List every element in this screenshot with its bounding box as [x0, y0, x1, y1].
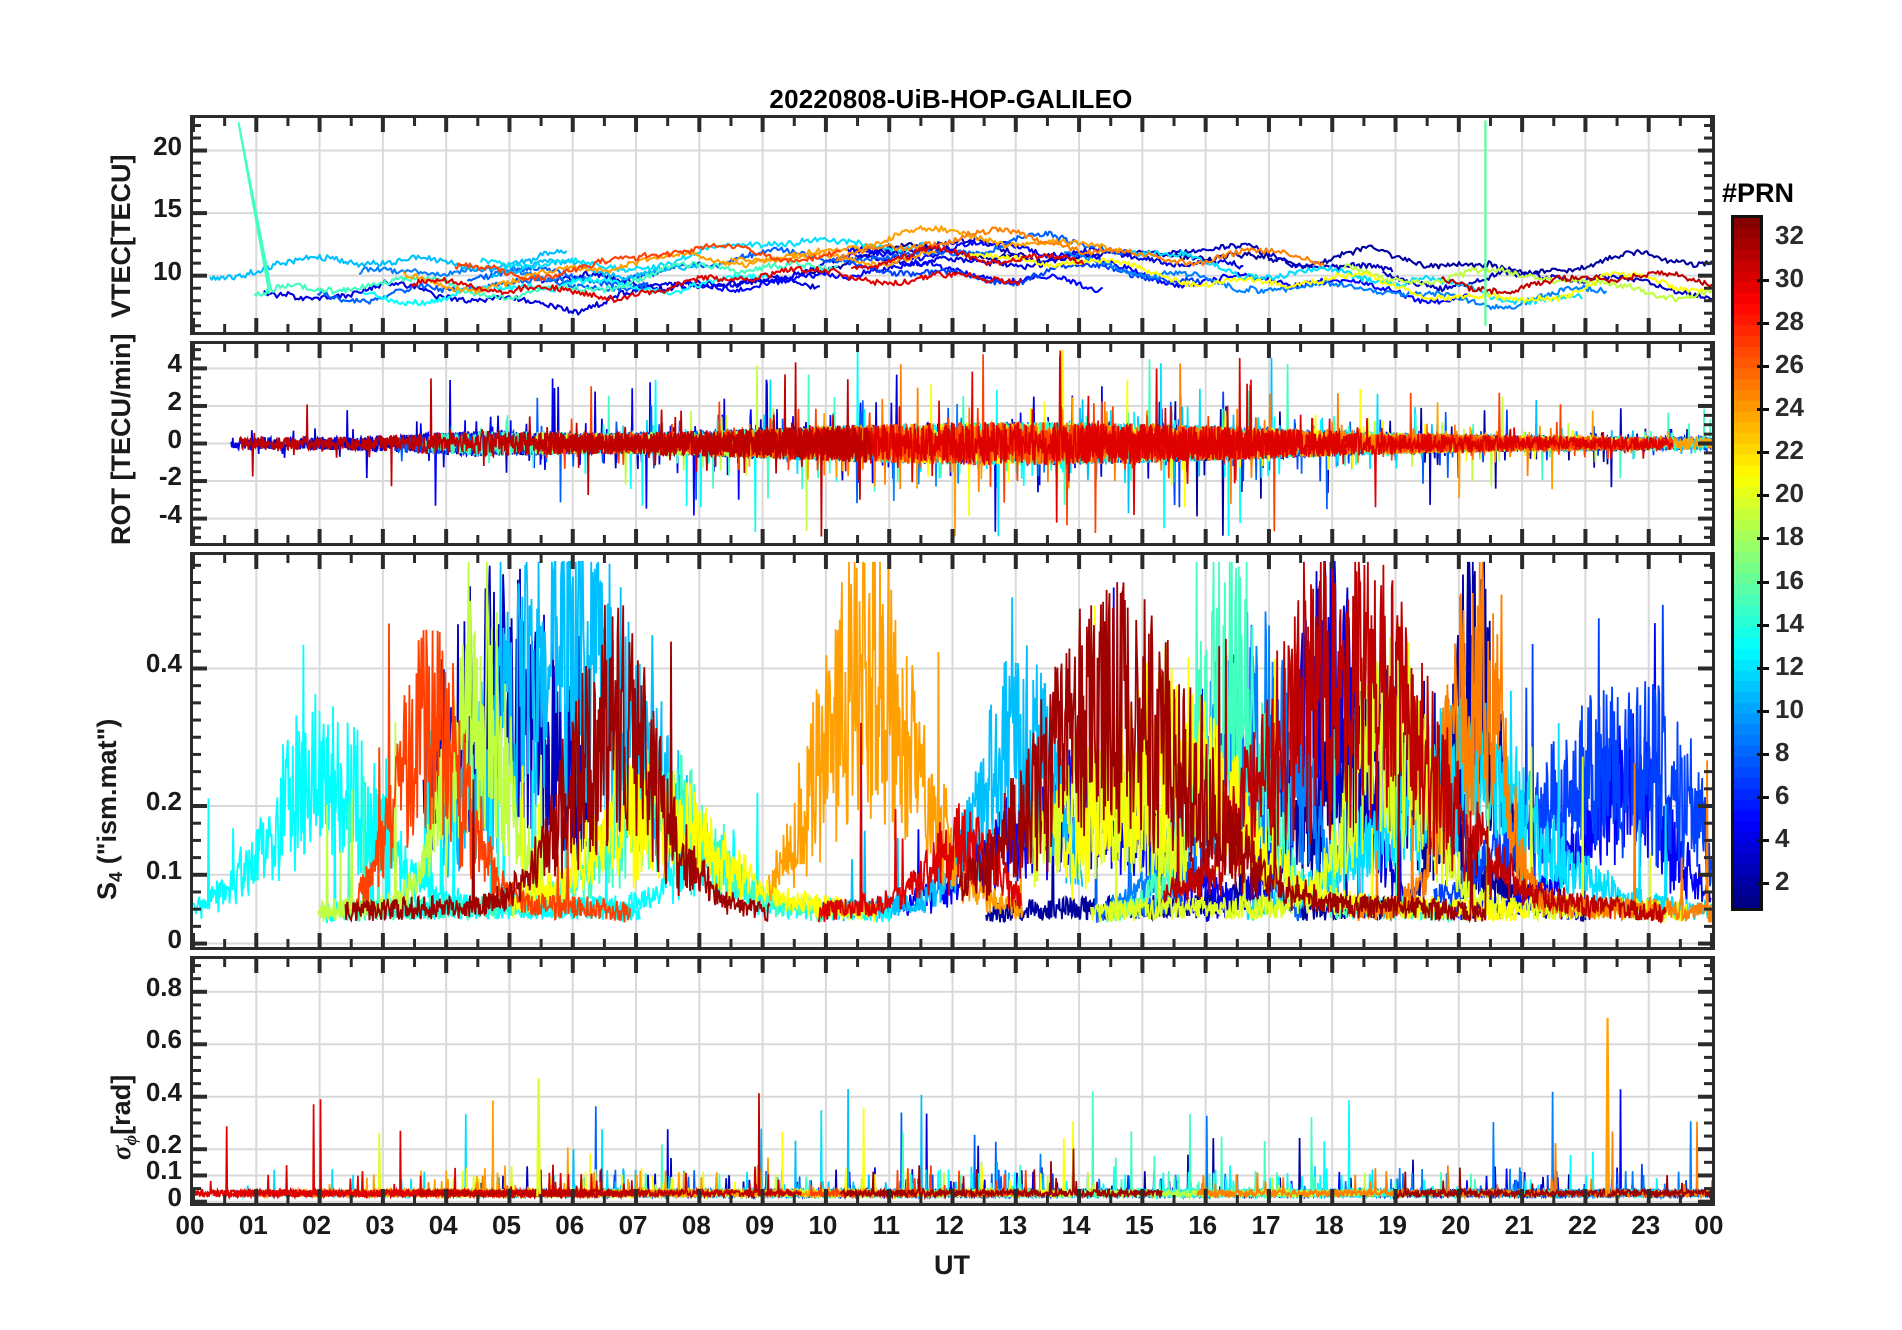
y-tick-label: 10 [153, 255, 182, 286]
colorbar-tick-label: 16 [1775, 564, 1804, 595]
x-axis-label: UT [934, 1250, 970, 1280]
colorbar-tick-label: 32 [1775, 219, 1804, 250]
x-tick-label: 08 [681, 1210, 711, 1240]
colorbar-title: #PRN [1722, 178, 1795, 208]
y-tick-label: 0 [167, 423, 182, 454]
colorbar-tick-mark [1757, 494, 1769, 498]
y-tick-label: 4 [167, 348, 182, 379]
colorbar-tick-mark [1757, 451, 1769, 455]
x-tick-label: 00 [175, 1210, 205, 1240]
y-tick-label: 0.2 [145, 1129, 182, 1160]
y-tick-label: -4 [158, 498, 182, 529]
colorbar-tick-label: 10 [1775, 693, 1804, 724]
colorbar-tick-mark [1757, 709, 1769, 713]
panel-vtec-ylabel: VTEC[TECU] [106, 154, 136, 319]
y-tick-label: 0 [167, 923, 182, 954]
colorbar-tick-label: 2 [1775, 866, 1790, 897]
y-tick-label: 20 [153, 130, 182, 161]
colorbar-tick-label: 20 [1775, 478, 1804, 509]
y-tick-label: 0.8 [145, 971, 182, 1002]
x-tick-label: 13 [998, 1210, 1028, 1240]
y-tick-label: 0.1 [145, 1155, 182, 1186]
y-tick-label: 2 [167, 385, 182, 416]
colorbar-tick-label: 30 [1775, 262, 1804, 293]
x-tick-label: 20 [1441, 1210, 1471, 1240]
y-tick-label: 0.4 [145, 648, 182, 679]
x-tick-label: 09 [745, 1210, 775, 1240]
panel-sigmaphi [190, 956, 1715, 1206]
x-tick-label: 01 [238, 1210, 268, 1240]
x-tick-label: 06 [555, 1210, 585, 1240]
colorbar-tick-label: 14 [1775, 607, 1804, 638]
x-tick-label: 11 [872, 1210, 900, 1240]
colorbar-tick-mark [1757, 623, 1769, 627]
panel-rot [190, 341, 1715, 546]
panel-vtec [190, 115, 1715, 335]
x-tick-label: 19 [1378, 1210, 1407, 1240]
x-tick-label: 12 [935, 1210, 964, 1240]
colorbar-tick-label: 22 [1775, 435, 1804, 466]
panel-s4 [190, 552, 1715, 950]
colorbar-tick-mark [1757, 882, 1769, 886]
x-tick-label: 14 [1061, 1210, 1091, 1240]
x-tick-label: 23 [1631, 1210, 1661, 1240]
y-tick-label: 0.1 [145, 854, 182, 885]
x-tick-label: 22 [1567, 1210, 1597, 1240]
x-tick-label: 03 [365, 1210, 395, 1240]
x-tick-label: 18 [1314, 1210, 1344, 1240]
colorbar[interactable] [1731, 215, 1763, 911]
y-tick-label: 0 [167, 1181, 182, 1212]
colorbar-tick-label: 28 [1775, 305, 1804, 336]
colorbar-tick-label: 18 [1775, 521, 1804, 552]
colorbar-tick-mark [1757, 796, 1769, 800]
figure-title: 20220808-UiB-HOP-GALILEO [769, 84, 1133, 114]
x-tick-label: 15 [1124, 1210, 1154, 1240]
x-tick-label: 16 [1188, 1210, 1218, 1240]
x-tick-label: 07 [618, 1210, 648, 1240]
colorbar-tick-label: 6 [1775, 780, 1790, 811]
x-tick-label: 17 [1251, 1210, 1281, 1240]
colorbar-tick-label: 24 [1775, 392, 1804, 423]
x-tick-label: 05 [491, 1210, 521, 1240]
colorbar-tick-label: 26 [1775, 348, 1804, 379]
x-tick-label: 10 [808, 1210, 838, 1240]
y-tick-label: -2 [158, 461, 182, 492]
colorbar-tick-mark [1757, 580, 1769, 584]
x-tick-label: 00 [1694, 1210, 1724, 1240]
y-tick-label: 0.2 [145, 786, 182, 817]
colorbar-tick-mark [1757, 753, 1769, 757]
colorbar-tick-mark [1757, 839, 1769, 843]
y-tick-label: 15 [153, 193, 182, 224]
y-tick-label: 0.6 [145, 1024, 182, 1055]
colorbar-tick-label: 4 [1775, 823, 1790, 854]
x-tick-label: 04 [428, 1210, 458, 1240]
colorbar-tick-label: 8 [1775, 737, 1790, 768]
x-tick-label: 02 [302, 1210, 332, 1240]
x-tick-label: 21 [1504, 1210, 1534, 1240]
y-tick-label: 0.4 [145, 1076, 182, 1107]
colorbar-tick-mark [1757, 321, 1769, 325]
colorbar-tick-mark [1757, 278, 1769, 282]
colorbar-tick-label: 12 [1775, 650, 1804, 681]
colorbar-tick-mark [1757, 666, 1769, 670]
colorbar-tick-mark [1757, 364, 1769, 368]
colorbar-tick-mark [1757, 537, 1769, 541]
colorbar-gradient [1734, 218, 1760, 908]
colorbar-tick-mark [1757, 408, 1769, 412]
